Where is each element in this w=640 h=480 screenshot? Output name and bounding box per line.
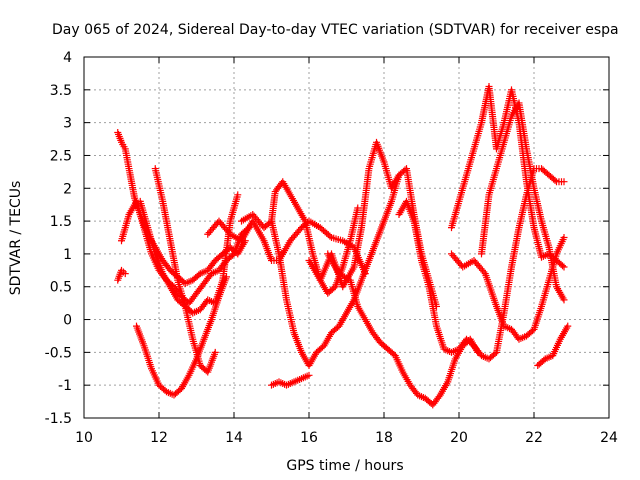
series-track-5 — [151, 165, 219, 376]
series-track-4 — [133, 273, 230, 399]
series-track-13 — [448, 83, 568, 271]
x-tick-label: 12 — [150, 430, 168, 446]
y-tick-label: 3.5 — [50, 83, 72, 99]
data-point — [560, 296, 568, 304]
y-tick-label: 4 — [63, 50, 72, 66]
data-point — [354, 204, 362, 212]
data-points — [114, 83, 572, 409]
series-track-15 — [478, 99, 568, 304]
y-tick-label: 3 — [63, 116, 72, 132]
data-point — [551, 176, 559, 184]
data-point — [435, 393, 443, 401]
plot-frame — [83, 56, 610, 419]
data-point — [560, 178, 568, 186]
y-tick-label: 1.5 — [50, 214, 72, 230]
data-point — [234, 191, 242, 199]
data-point — [480, 268, 488, 276]
x-axis-ticks: 10 12 14 16 18 20 22 24 — [75, 57, 618, 446]
y-tick-label: 1 — [63, 247, 72, 263]
grid — [84, 57, 609, 418]
chart-title: Day 065 of 2024, Sidereal Day-to-day VTE… — [52, 22, 619, 38]
data-point — [491, 350, 499, 358]
series-track-9 — [268, 371, 313, 389]
data-point — [560, 263, 568, 271]
x-tick-label: 22 — [525, 430, 543, 446]
data-point — [223, 273, 230, 281]
y-tick-label: 0.5 — [50, 280, 72, 296]
x-axis-label: GPS time / hours — [286, 458, 403, 474]
x-tick-label: 10 — [75, 430, 93, 446]
y-tick-label: -1 — [58, 378, 72, 394]
data-point — [560, 234, 568, 241]
y-tick-label: -1.5 — [45, 411, 72, 427]
x-tick-label: 18 — [375, 430, 393, 446]
series-track-17 — [114, 266, 129, 284]
y-axis-ticks: -1.5 -1 -0.5 0 0.5 1 1.5 2 2.5 3 3.5 4 — [45, 50, 609, 427]
series-track-16 — [534, 322, 572, 369]
y-axis-label: SDTVAR / TECUs — [8, 181, 24, 296]
data-point — [211, 348, 219, 356]
series-track-12 — [395, 165, 568, 363]
y-tick-label: 2 — [63, 181, 72, 197]
x-tick-label: 20 — [450, 430, 468, 446]
data-point — [326, 232, 334, 240]
series-track-8 — [268, 171, 403, 369]
data-point — [564, 322, 572, 330]
x-tick-label: 14 — [225, 430, 243, 446]
y-tick-label: 0 — [63, 313, 72, 329]
data-point — [121, 270, 129, 278]
x-tick-label: 16 — [300, 430, 318, 446]
y-tick-label: -0.5 — [45, 345, 72, 361]
data-point — [305, 371, 313, 379]
data-point — [559, 262, 566, 270]
y-tick-label: 2.5 — [50, 148, 72, 164]
series-track-11 — [324, 250, 482, 409]
x-tick-label: 24 — [600, 430, 618, 446]
